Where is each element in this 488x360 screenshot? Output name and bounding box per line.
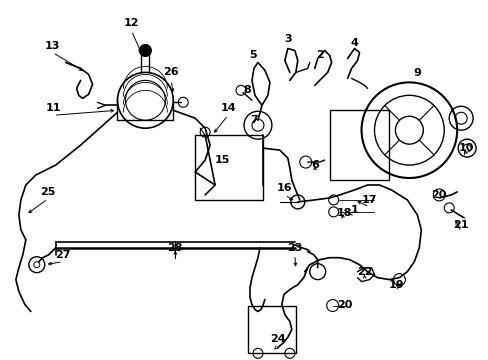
Text: 18: 18 [336, 208, 352, 218]
Text: 4: 4 [350, 37, 358, 48]
Text: 6: 6 [310, 160, 318, 170]
Text: 15: 15 [214, 155, 229, 165]
Circle shape [139, 45, 151, 57]
Bar [247, 306, 295, 353]
Text: 17: 17 [361, 195, 377, 205]
Text: 24: 24 [269, 334, 285, 345]
Text: 22: 22 [356, 267, 371, 276]
Text: 28: 28 [167, 243, 183, 253]
Text: 23: 23 [286, 243, 302, 253]
Text: 10: 10 [458, 143, 473, 153]
Text: 21: 21 [452, 220, 468, 230]
Text: 11: 11 [46, 103, 61, 113]
Text: 16: 16 [277, 183, 292, 193]
Text: 1: 1 [350, 205, 358, 215]
Text: 20: 20 [431, 190, 446, 200]
Bar [195, 135, 263, 200]
Text: 3: 3 [284, 33, 291, 44]
Text: 13: 13 [45, 41, 61, 50]
Text: 25: 25 [40, 187, 55, 197]
Text: 12: 12 [123, 18, 139, 28]
Text: 8: 8 [243, 85, 250, 95]
Bar [329, 110, 388, 180]
Text: 27: 27 [55, 250, 70, 260]
Text: 2: 2 [315, 50, 323, 60]
Text: 9: 9 [412, 68, 420, 78]
Text: 19: 19 [388, 280, 404, 289]
Text: 20: 20 [336, 300, 351, 310]
Text: 14: 14 [220, 103, 235, 113]
Text: 5: 5 [249, 50, 256, 60]
Text: 7: 7 [249, 115, 257, 125]
Text: 26: 26 [163, 67, 179, 77]
